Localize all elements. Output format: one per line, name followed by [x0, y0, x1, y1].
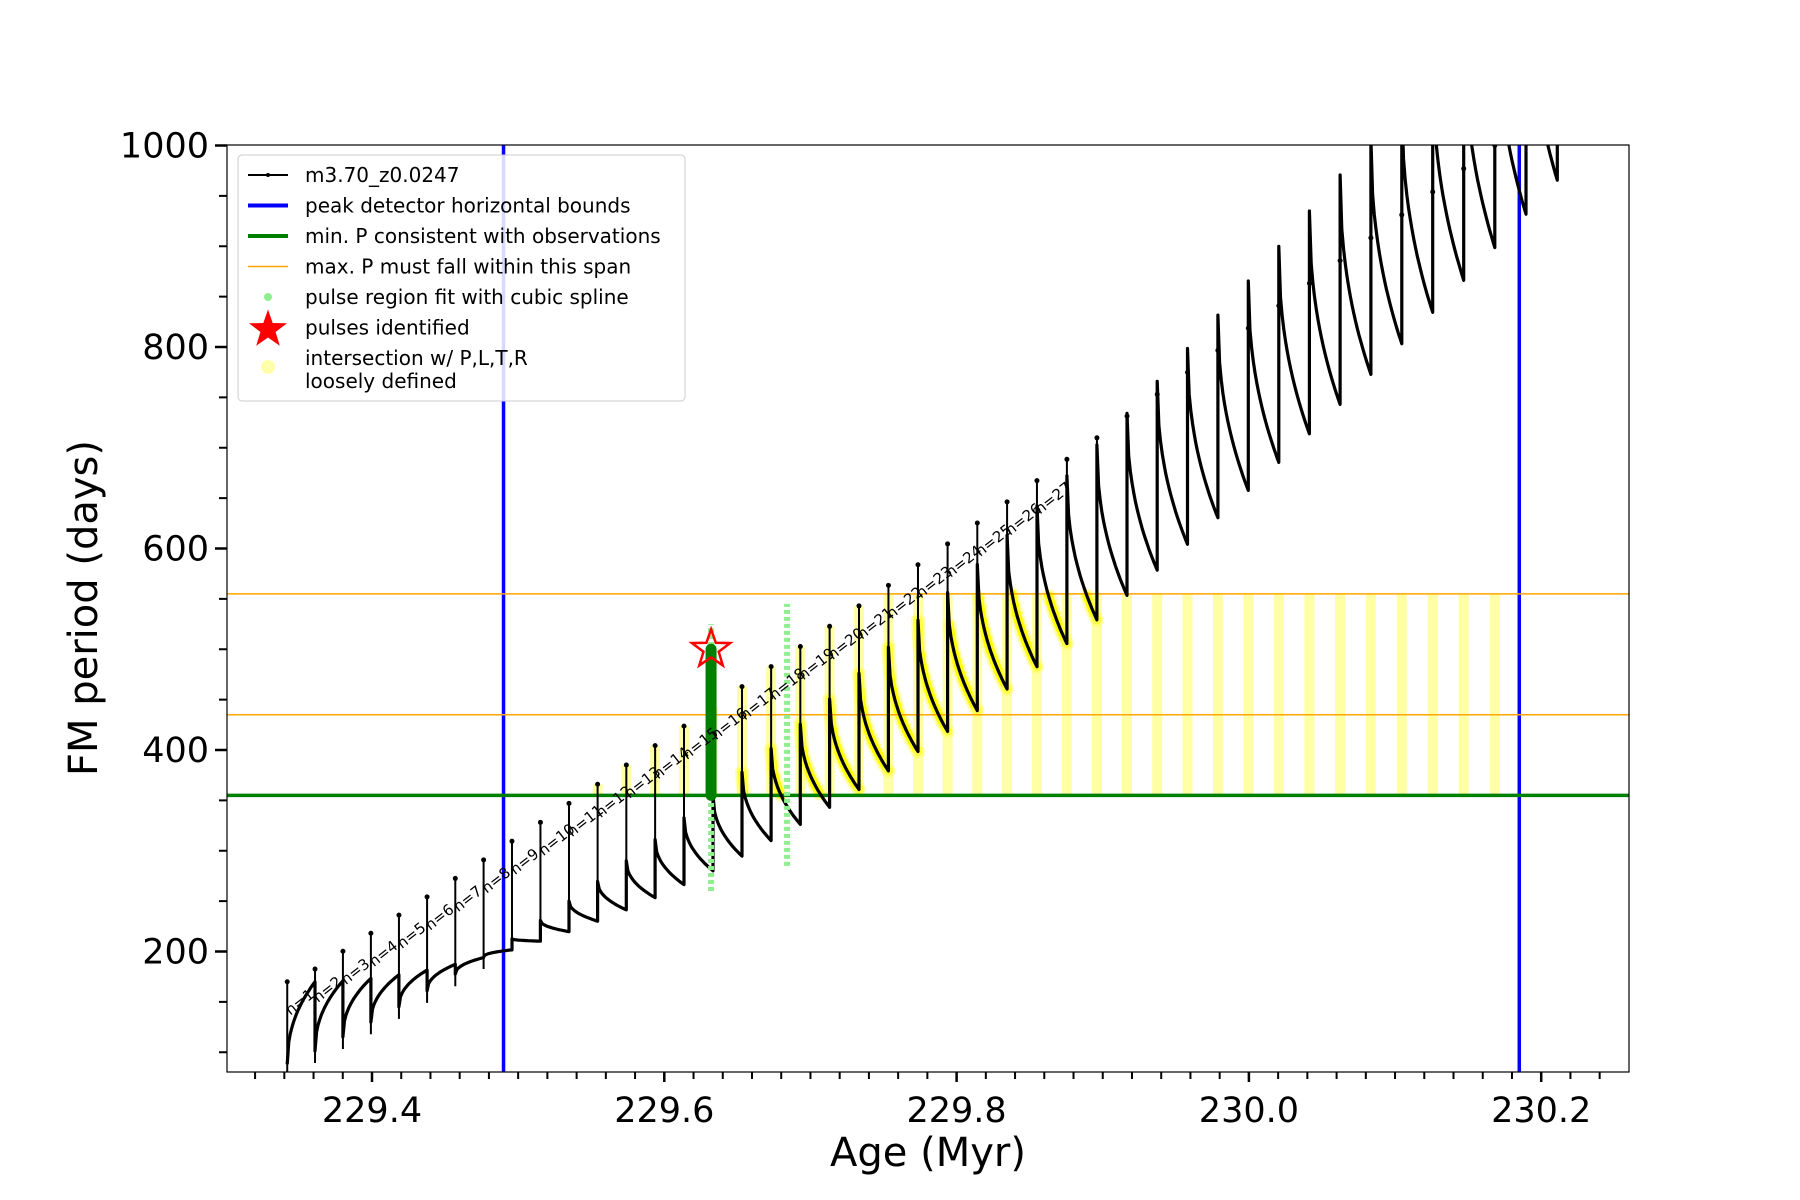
axis-ticks-layer: 229.4 229.6 229.8 230.0 230.2 200 400 600 800 100… — [120, 127, 1601, 1131]
pulse-spike-tip — [681, 723, 687, 729]
pulse-spike-tip — [652, 743, 658, 749]
y-tick-label: 200 — [142, 933, 209, 973]
pulse-spike-tip — [284, 979, 290, 985]
pulse-spike-tip — [481, 857, 487, 863]
pulse-spike-tip — [1461, 166, 1467, 172]
pulse-spike-tip — [1337, 258, 1343, 264]
pulse-spike-tip — [537, 819, 543, 825]
legend-label: max. P must fall within this span — [305, 255, 631, 279]
pulse-fit-layer — [688, 603, 791, 892]
x-tick-label: 230.2 — [1491, 1091, 1591, 1131]
pulse-spike-tip — [1306, 280, 1312, 286]
identified-pulse-star — [688, 625, 734, 669]
pulse-spike-tip — [974, 520, 980, 526]
pulse-spike-tip — [424, 894, 430, 900]
pulse-spike-tip — [915, 562, 921, 568]
model-series-line — [285, 145, 1565, 1065]
pulse-spike-tip — [797, 644, 803, 650]
legend-dot-icon — [264, 293, 272, 301]
legend-label: m3.70_z0.0247 — [305, 163, 460, 187]
x-tick-label: 230.0 — [1199, 1091, 1299, 1131]
pulse-spike-tip — [768, 664, 774, 670]
pulse-spike-tip — [1399, 212, 1405, 218]
legend-series-dot — [266, 173, 270, 177]
pulse-spike-tip — [1094, 435, 1100, 441]
legend-label: min. P consistent with observations — [305, 224, 661, 248]
legend-label: pulses identified — [305, 316, 470, 340]
pulse-spike-tip — [595, 781, 601, 787]
legend-label: peak detector horizontal bounds — [305, 194, 631, 218]
pulse-spike-tip — [368, 930, 374, 936]
y-tick-label: 600 — [142, 530, 209, 570]
pulse-spike-tip — [1368, 235, 1374, 241]
pulse-spike-tip — [566, 800, 572, 806]
pulse-spike-tip — [1492, 145, 1498, 148]
pulse-spike-tip — [340, 948, 346, 954]
pulse-spike-tip — [1004, 499, 1010, 505]
pulse-spike-tip — [1034, 478, 1040, 484]
y-tick-label: 400 — [142, 731, 209, 771]
pulse-spike-tip — [1430, 189, 1436, 195]
pulse-spike-tip — [1154, 391, 1160, 397]
pulse-spike-tip — [885, 582, 891, 588]
x-tick-label: 229.6 — [614, 1091, 714, 1131]
legend-star-icon — [249, 309, 287, 346]
reference-lines-layer — [227, 145, 1629, 1072]
pulse-spike-tip — [1276, 303, 1282, 309]
pulse-spike-tip — [452, 875, 458, 881]
y-tick-label: 1000 — [120, 127, 209, 167]
pulse-spike-tip — [396, 912, 402, 918]
pulse-spike-tip — [856, 603, 862, 609]
x-tick-label: 229.4 — [322, 1091, 422, 1131]
legend-label-line2: loosely defined — [305, 369, 457, 393]
pulse-spike-tip — [623, 762, 629, 768]
y-axis-title: FM period (days) — [61, 440, 107, 776]
pulse-spike-tip — [1245, 325, 1251, 331]
model-series-layer — [284, 145, 1565, 1072]
pulse-spike-tip — [1064, 456, 1070, 462]
legend-box — [237, 154, 686, 402]
legend-label: intersection w/ P,L,T,R — [305, 346, 528, 370]
pulse-spike-tip — [1215, 347, 1221, 353]
pulse-spike-tip — [945, 541, 951, 547]
pulse-spike-tip — [827, 623, 833, 629]
pulse-spike-tip — [1185, 369, 1191, 375]
x-tick-label: 229.8 — [906, 1091, 1006, 1131]
pulse-spike-tip — [509, 838, 515, 844]
legend-label: pulse region fit with cubic spline — [305, 285, 629, 309]
pulse-spike-tip — [739, 684, 745, 690]
legend-circle-icon — [261, 360, 275, 374]
y-tick-label: 800 — [142, 328, 209, 368]
x-axis-title: Age (Myr) — [830, 1130, 1026, 1176]
pulse-spike-tip — [1124, 413, 1130, 419]
pulse-spike-tip — [312, 966, 318, 972]
